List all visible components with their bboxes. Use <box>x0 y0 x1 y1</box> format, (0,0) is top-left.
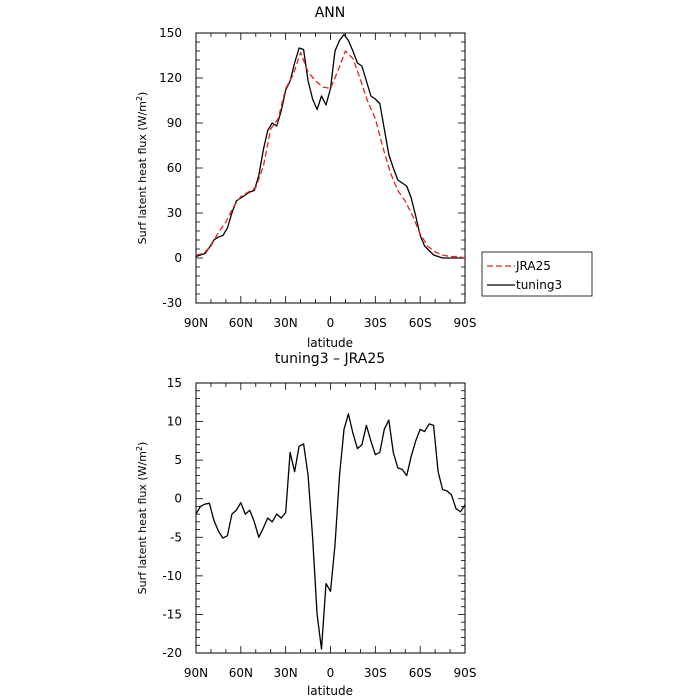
upper-series-line-jra25 <box>196 50 465 259</box>
lower-plot-frame <box>195 382 466 654</box>
lower-y-tick-label: 15 <box>167 376 182 390</box>
upper-plot-frame <box>195 32 466 304</box>
lower-y-tick-label: -20 <box>162 646 182 660</box>
upper-y-tick-label: 150 <box>159 26 182 40</box>
legend: JRA25 tuning3 <box>481 251 593 297</box>
lower-x-tick-label: 0 <box>327 666 335 680</box>
lower-y-tick-label: -15 <box>162 607 182 621</box>
upper-y-tick-label: 60 <box>167 161 182 175</box>
lower-y-tick-label: -5 <box>170 530 182 544</box>
lower-y-axis-label: Surf latent heat flux (W/m2) <box>135 442 149 595</box>
upper-x-tick-label: 0 <box>327 316 335 330</box>
upper-x-tick-label: 30S <box>364 316 387 330</box>
legend-label-jra25: JRA25 <box>515 259 551 273</box>
lower-x-tick-label: 30N <box>274 666 298 680</box>
lower-chart-title: tuning3 – JRA25 <box>275 351 385 367</box>
upper-y-tick-label: -30 <box>162 296 182 310</box>
upper-x-tick-label: 60S <box>409 316 432 330</box>
upper-x-axis-label: latitude <box>307 336 353 350</box>
legend-box <box>481 251 593 297</box>
lower-y-tick-label: 10 <box>167 415 182 429</box>
lower-x-tick-label: 60N <box>229 666 253 680</box>
lower-x-tick-label: 90N <box>184 666 208 680</box>
lower-x-tick-label: 90S <box>454 666 477 680</box>
upper-y-tick-label: 90 <box>167 116 182 130</box>
lower-y-tick-label: 0 <box>174 492 182 506</box>
lower-y-tick-label: 5 <box>174 453 182 467</box>
upper-x-tick-label: 90N <box>184 316 208 330</box>
upper-y-axis-label: Surf latent heat flux (W/m2) <box>135 92 149 245</box>
upper-y-tick-label: 0 <box>174 251 182 265</box>
lower-x-axis-label: latitude <box>307 684 353 698</box>
lower-x-tick-label: 30S <box>364 666 387 680</box>
upper-y-tick-label: 120 <box>159 71 182 85</box>
lower-x-tick-label: 60S <box>409 666 432 680</box>
upper-x-tick-label: 30N <box>274 316 298 330</box>
lower-y-tick-label: -10 <box>162 569 182 583</box>
upper-panel: ANN Surf latent heat flux (W/m2) latitud… <box>135 5 476 350</box>
lower-panel: tuning3 – JRA25 Surf latent heat flux (W… <box>135 351 476 698</box>
upper-chart-title: ANN <box>315 5 346 21</box>
upper-x-tick-label: 90S <box>454 316 477 330</box>
legend-label-tuning3: tuning3 <box>516 278 562 292</box>
upper-x-tick-label: 60N <box>229 316 253 330</box>
upper-series-line-tuning3 <box>196 33 465 259</box>
upper-y-tick-label: 30 <box>167 206 182 220</box>
lower-series-line-difference <box>196 413 465 650</box>
